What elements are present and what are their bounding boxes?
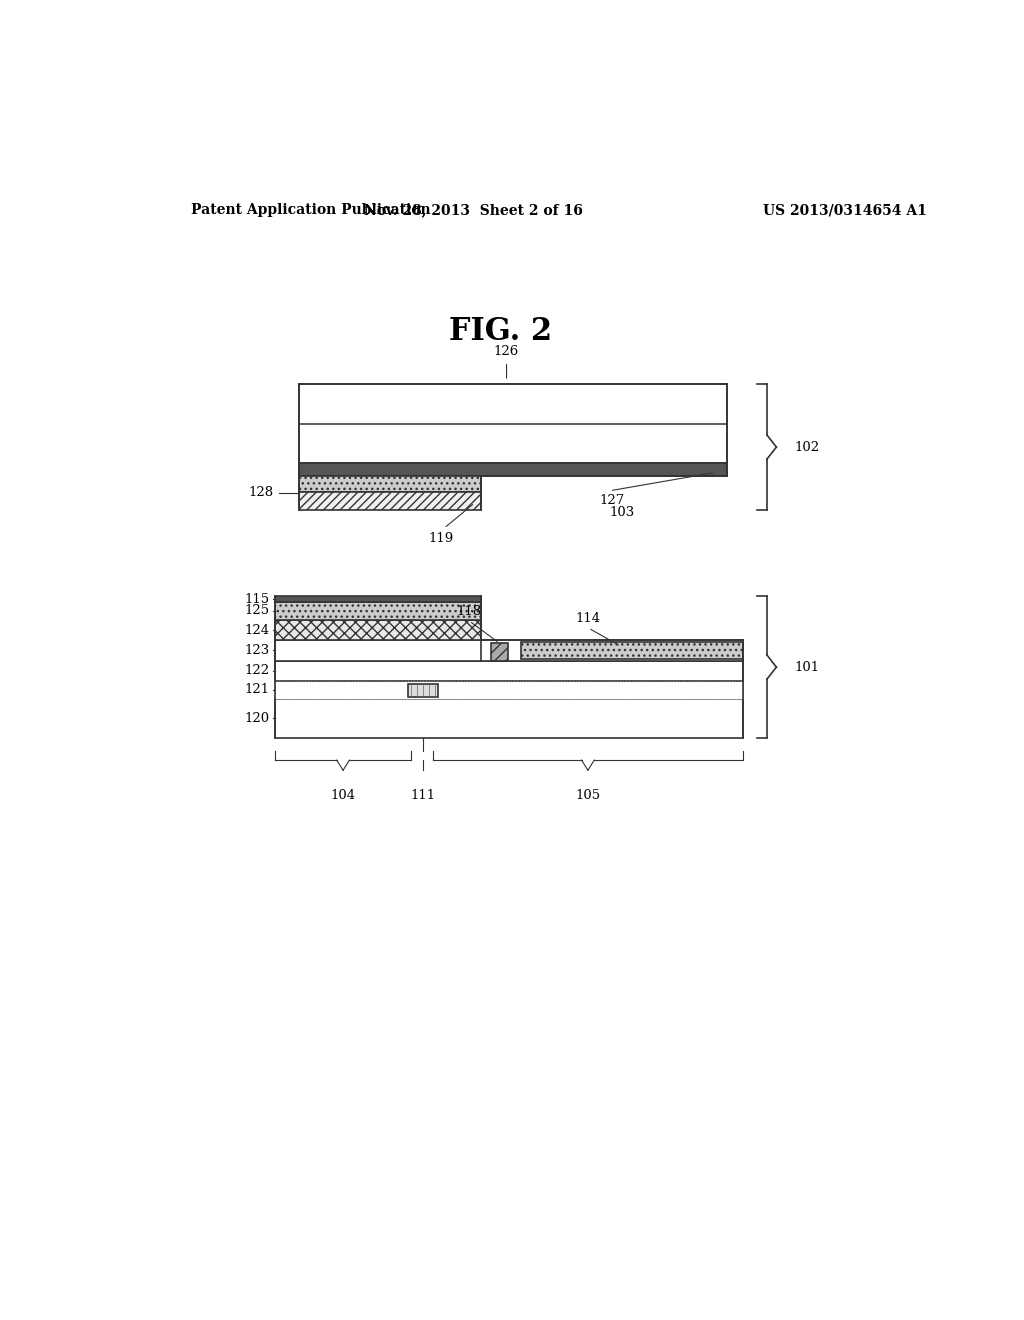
Bar [274,602,481,620]
Text: 114: 114 [575,612,601,624]
Bar [274,620,481,640]
Text: 127: 127 [599,494,625,507]
Text: 103: 103 [609,506,634,519]
Bar [274,681,743,700]
Bar [274,700,743,738]
Text: 122: 122 [245,664,270,677]
Text: FIG. 2: FIG. 2 [450,315,553,347]
Text: 119: 119 [429,532,454,545]
Text: 102: 102 [795,441,820,454]
Text: 125: 125 [245,605,270,618]
Text: 126: 126 [494,345,519,358]
Bar [409,684,438,697]
Text: 128: 128 [248,486,273,499]
Bar [299,463,727,475]
Bar [299,475,481,492]
Text: 104: 104 [331,788,355,801]
Text: 123: 123 [245,644,270,657]
Text: 115: 115 [245,593,270,606]
Text: 105: 105 [575,788,600,801]
Text: 111: 111 [411,788,436,801]
Bar [299,384,727,463]
Text: Patent Application Publication: Patent Application Publication [191,203,431,216]
Text: 101: 101 [795,660,820,673]
Text: US 2013/0314654 A1: US 2013/0314654 A1 [763,203,927,216]
Text: 121: 121 [245,684,270,697]
Text: 124: 124 [245,623,270,636]
Bar [274,660,743,681]
Bar [274,640,743,660]
Bar [490,643,508,660]
Bar [521,642,743,659]
Bar [274,597,481,602]
Text: 120: 120 [245,711,270,725]
Text: Nov. 28, 2013  Sheet 2 of 16: Nov. 28, 2013 Sheet 2 of 16 [364,203,583,216]
Bar [299,492,481,510]
Text: 118: 118 [457,605,482,618]
